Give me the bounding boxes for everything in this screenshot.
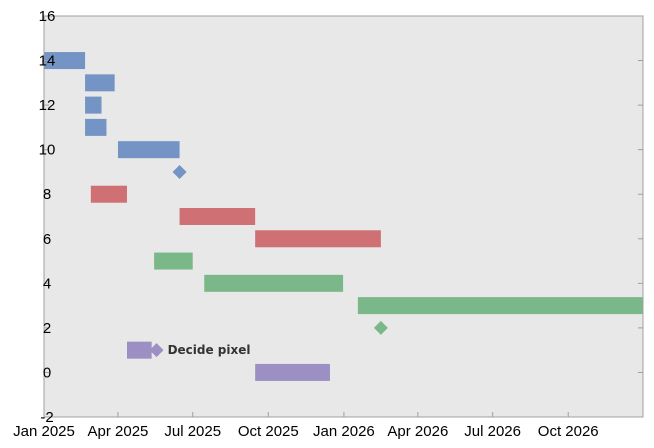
task-bar-2 xyxy=(85,96,102,114)
y-tick-label-4: 8 xyxy=(43,186,51,203)
task-bar-7 xyxy=(255,230,381,248)
x-tick-label-3: Oct 2025 xyxy=(238,423,299,440)
y-tick-label-8: 0 xyxy=(43,364,51,381)
task-bar-10 xyxy=(357,297,643,315)
y-tick-label-7: 2 xyxy=(43,320,51,337)
x-tick-label-6: Jul 2026 xyxy=(464,423,521,440)
task-bar-6 xyxy=(179,208,256,225)
y-tick-label-0: 16 xyxy=(39,8,56,25)
x-tick-label-7: Oct 2026 xyxy=(538,423,599,440)
task-bar-12 xyxy=(255,363,330,381)
y-tick-label-2: 12 xyxy=(39,97,56,114)
task-bar-3 xyxy=(85,118,107,136)
milestone-1 xyxy=(373,320,388,335)
chart-marks: Decide pixel xyxy=(44,52,643,381)
task-bar-11 xyxy=(126,341,152,359)
task-bar-1 xyxy=(85,74,115,92)
y-tick-label-9: -2 xyxy=(40,409,53,426)
x-tick-label-1: Apr 2025 xyxy=(88,423,149,440)
y-tick-label-1: 14 xyxy=(39,53,56,70)
task-bar-8 xyxy=(154,252,193,270)
task-bar-0 xyxy=(44,52,86,70)
milestone-2 xyxy=(149,343,164,358)
task-bar-4 xyxy=(117,141,180,159)
milestone-label-2: Decide pixel xyxy=(168,343,251,357)
x-tick-label-0: Jan 2025 xyxy=(13,423,75,440)
task-bar-5 xyxy=(90,185,127,203)
x-tick-label-4: Jan 2026 xyxy=(313,423,375,440)
y-tick-label-3: 10 xyxy=(39,142,56,159)
y-tick-label-5: 6 xyxy=(43,231,51,248)
task-bar-9 xyxy=(204,274,344,292)
milestone-0 xyxy=(172,164,187,179)
x-tick-label-5: Apr 2026 xyxy=(387,423,448,440)
x-tick-label-2: Jul 2025 xyxy=(164,423,221,440)
y-tick-label-6: 4 xyxy=(43,275,51,292)
chart-axes: Jan 2025 Apr 2025 Jul 2025 Oct 2025 Jan 2026… xyxy=(13,8,643,440)
